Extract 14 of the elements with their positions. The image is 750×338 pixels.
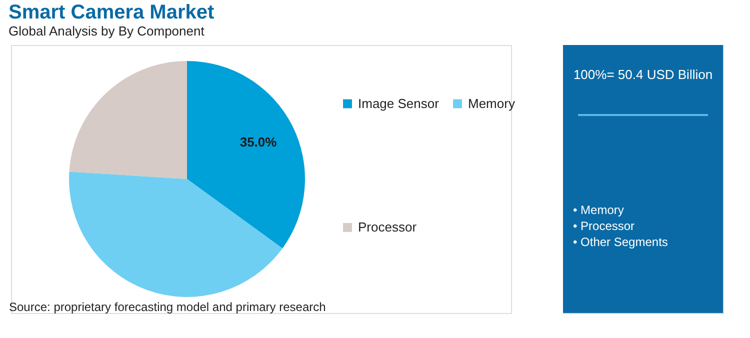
legend-label: Processor bbox=[358, 220, 418, 234]
text: • Other Segments bbox=[573, 235, 668, 249]
chart-subtitle: Global Analysis by By Component bbox=[8, 24, 205, 38]
legend-label: Image Sensor bbox=[358, 96, 440, 111]
legend-label: Memory bbox=[468, 96, 516, 111]
pie-slice bbox=[69, 61, 187, 179]
source-note: Source: proprietary forecasting model and primary research bbox=[9, 300, 326, 314]
data-label: 35.0% bbox=[240, 134, 278, 150]
pie-slice bbox=[187, 61, 305, 248]
text: • Processor bbox=[573, 219, 635, 233]
text: 100%= 50.4 USD Billion bbox=[573, 67, 713, 82]
chart-title: Smart Camera Market bbox=[8, 2, 214, 24]
pie-slice bbox=[69, 172, 282, 297]
text: • Memory bbox=[573, 203, 624, 217]
